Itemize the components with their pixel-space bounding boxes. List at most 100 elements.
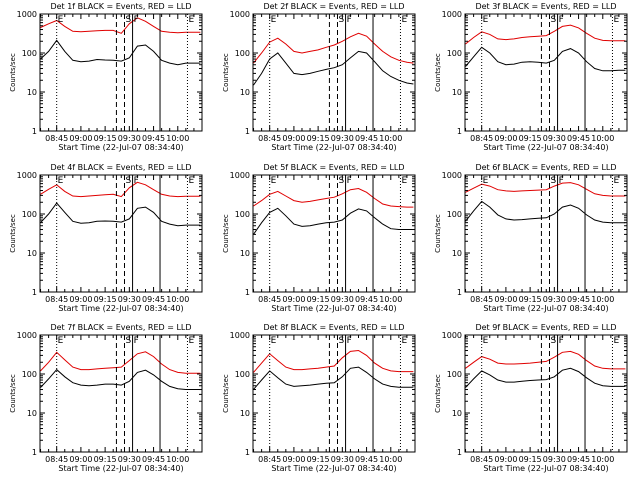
y-axis-label: Counts/sec bbox=[434, 374, 442, 413]
y-tick-label: 10 bbox=[452, 409, 462, 418]
x-tick-label: 09:00 bbox=[69, 134, 92, 143]
plot-frame bbox=[39, 174, 203, 293]
panel-title: Det 6f BLACK = Events, RED = LLD bbox=[475, 163, 616, 172]
y-tick-label: 1 bbox=[457, 448, 462, 457]
series-line-lld bbox=[40, 351, 201, 374]
x-tick-label: 08:45 bbox=[45, 134, 68, 143]
y-axis-label: Counts/sec bbox=[434, 214, 442, 253]
y-tick-label: 1 bbox=[32, 127, 37, 136]
y-tick-label: 100 bbox=[22, 370, 37, 379]
x-tick-label: 09:45 bbox=[142, 134, 165, 143]
time-marker-label: S bbox=[550, 336, 556, 346]
x-axis-label: Start Time (22-Jul-07 08:34:40) bbox=[271, 304, 396, 313]
time-marker-label: E bbox=[613, 15, 619, 25]
panel-title: Det 1f BLACK = Events, RED = LLD bbox=[50, 2, 191, 11]
series-line-lld bbox=[465, 350, 626, 370]
y-axis-label: Counts/sec bbox=[9, 214, 17, 253]
y-tick-label: 10 bbox=[240, 88, 250, 97]
x-tick-label: 09:45 bbox=[355, 455, 378, 464]
y-tick-label: 1000 bbox=[17, 10, 37, 19]
x-tick-label: 09:45 bbox=[355, 134, 378, 143]
det-panel-1: Det 1f BLACK = Events, RED = LLD E S F E 1 10 1… bbox=[9, 2, 203, 152]
x-tick-label: 09:30 bbox=[331, 134, 354, 143]
series-line-events bbox=[40, 202, 201, 227]
series-line-lld bbox=[465, 24, 626, 45]
y-tick-label: 10 bbox=[452, 88, 462, 97]
x-tick-label: 08:45 bbox=[470, 455, 493, 464]
plot-frame bbox=[39, 334, 203, 453]
plot-frame bbox=[252, 334, 416, 453]
y-tick-label: 10 bbox=[27, 409, 37, 418]
x-tick-label: 09:00 bbox=[69, 455, 92, 464]
x-tick-label: 10:00 bbox=[166, 134, 189, 143]
x-tick-label: 08:45 bbox=[258, 134, 281, 143]
plot-frame bbox=[464, 334, 628, 453]
y-tick-label: 1000 bbox=[230, 331, 250, 340]
time-marker-label: F bbox=[559, 336, 564, 346]
x-tick-label: 10:00 bbox=[379, 455, 402, 464]
y-tick-label: 100 bbox=[235, 49, 250, 58]
series-line-lld bbox=[253, 32, 414, 64]
x-axis-label: Start Time (22-Jul-07 08:34:40) bbox=[483, 143, 608, 152]
y-axis-label: Counts/sec bbox=[222, 374, 230, 413]
x-tick-label: 09:15 bbox=[307, 134, 330, 143]
x-tick-label: 09:00 bbox=[69, 295, 92, 304]
time-marker-label: E bbox=[58, 176, 64, 186]
y-tick-label: 1 bbox=[32, 448, 37, 457]
x-tick-label: 09:00 bbox=[494, 295, 517, 304]
det-panel-4: Det 4f BLACK = Events, RED = LLD E S F E 1 10 1… bbox=[9, 163, 203, 313]
y-tick-label: 1 bbox=[245, 288, 250, 297]
y-tick-label: 10 bbox=[240, 249, 250, 258]
det-panel-2: Det 2f BLACK = Events, RED = LLD E S F E 1 10 1… bbox=[222, 2, 416, 152]
det-panel-9: Det 9f BLACK = Events, RED = LLD E S F E 1 10 1… bbox=[434, 323, 628, 473]
x-tick-label: 09:00 bbox=[494, 455, 517, 464]
x-tick-label: 10:00 bbox=[591, 455, 614, 464]
time-marker-label: S bbox=[338, 336, 344, 346]
x-tick-label: 09:15 bbox=[94, 134, 117, 143]
time-marker-label: E bbox=[483, 15, 489, 25]
x-tick-label: 09:15 bbox=[519, 134, 542, 143]
time-marker-label: S bbox=[550, 15, 556, 25]
panel-title: Det 5f BLACK = Events, RED = LLD bbox=[263, 163, 404, 172]
time-marker-label: E bbox=[58, 336, 64, 346]
time-marker-label: S bbox=[125, 15, 131, 25]
series-line-events bbox=[40, 368, 201, 390]
time-marker-label: E bbox=[613, 176, 619, 186]
time-marker-label: F bbox=[347, 336, 352, 346]
y-tick-label: 100 bbox=[447, 370, 462, 379]
x-tick-label: 08:45 bbox=[470, 134, 493, 143]
panel-title: Det 9f BLACK = Events, RED = LLD bbox=[475, 323, 616, 332]
x-tick-label: 09:30 bbox=[118, 134, 141, 143]
series-line-events bbox=[465, 46, 626, 72]
y-tick-label: 1 bbox=[457, 288, 462, 297]
series-line-events bbox=[253, 207, 414, 235]
time-marker-label: F bbox=[347, 15, 352, 25]
x-axis-label: Start Time (22-Jul-07 08:34:40) bbox=[58, 143, 183, 152]
plot-frame bbox=[464, 174, 628, 293]
x-tick-label: 09:45 bbox=[567, 455, 590, 464]
y-tick-label: 1000 bbox=[442, 331, 462, 340]
x-tick-label: 09:30 bbox=[118, 455, 141, 464]
time-marker-label: F bbox=[134, 15, 139, 25]
x-tick-label: 09:30 bbox=[331, 455, 354, 464]
x-tick-label: 10:00 bbox=[379, 295, 402, 304]
series-line-lld bbox=[253, 187, 414, 208]
y-tick-label: 100 bbox=[447, 49, 462, 58]
y-tick-label: 1000 bbox=[442, 171, 462, 180]
time-marker-label: E bbox=[483, 336, 489, 346]
x-tick-label: 08:45 bbox=[258, 455, 281, 464]
x-tick-label: 09:45 bbox=[142, 295, 165, 304]
series-line-lld bbox=[465, 182, 626, 197]
x-tick-label: 09:00 bbox=[494, 134, 517, 143]
x-tick-label: 09:30 bbox=[543, 134, 566, 143]
y-tick-label: 1 bbox=[457, 127, 462, 136]
y-tick-label: 10 bbox=[27, 88, 37, 97]
y-axis-label: Counts/sec bbox=[9, 374, 17, 413]
x-tick-label: 09:15 bbox=[94, 455, 117, 464]
x-tick-label: 09:45 bbox=[142, 455, 165, 464]
det-panel-8: Det 8f BLACK = Events, RED = LLD E S F E 1 10 1… bbox=[222, 323, 416, 473]
x-tick-label: 09:30 bbox=[331, 295, 354, 304]
time-marker-label: E bbox=[483, 176, 489, 186]
y-tick-label: 1 bbox=[245, 127, 250, 136]
x-tick-label: 09:00 bbox=[282, 455, 305, 464]
